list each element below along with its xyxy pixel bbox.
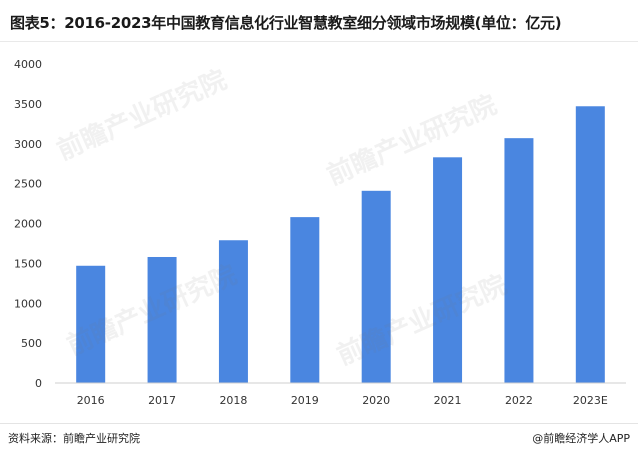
title-divider	[0, 41, 638, 42]
y-tick-label: 4000	[14, 58, 42, 71]
y-tick-label: 1500	[14, 257, 42, 270]
y-tick-label: 2000	[14, 218, 42, 231]
bar	[504, 138, 534, 383]
x-tick-label: 2016	[77, 394, 105, 407]
bar	[290, 217, 320, 383]
x-tick-label: 2023E	[573, 394, 608, 407]
bar	[575, 106, 605, 383]
footer-divider	[0, 423, 638, 424]
x-tick-label: 2017	[148, 394, 176, 407]
y-tick-label: 2500	[14, 178, 42, 191]
bar	[76, 265, 106, 383]
x-tick-label: 2022	[505, 394, 533, 407]
x-tick-label: 2019	[291, 394, 319, 407]
y-tick-label: 3000	[14, 138, 42, 151]
bar	[218, 240, 248, 383]
x-tick-label: 2021	[434, 394, 462, 407]
x-tick-label: 2020	[362, 394, 390, 407]
credit-note: @前瞻经济学人APP	[532, 432, 630, 445]
chart-title: 图表5：2016-2023年中国教育信息化行业智慧教室细分领域市场规模(单位：亿…	[10, 14, 562, 32]
bar-chart: 0 500 1000 1500 2000 2500 3000 3500 4000 2016 2017…	[14, 58, 626, 407]
source-note: 资料来源：前瞻产业研究院	[8, 432, 140, 445]
bar	[433, 157, 463, 383]
y-tick-label: 500	[21, 337, 42, 350]
bar	[147, 256, 177, 383]
y-tick-label: 1000	[14, 297, 42, 310]
x-tick-label: 2018	[219, 394, 247, 407]
y-tick-label: 0	[35, 377, 42, 390]
y-tick-label: 3500	[14, 98, 42, 111]
bar	[361, 190, 391, 383]
